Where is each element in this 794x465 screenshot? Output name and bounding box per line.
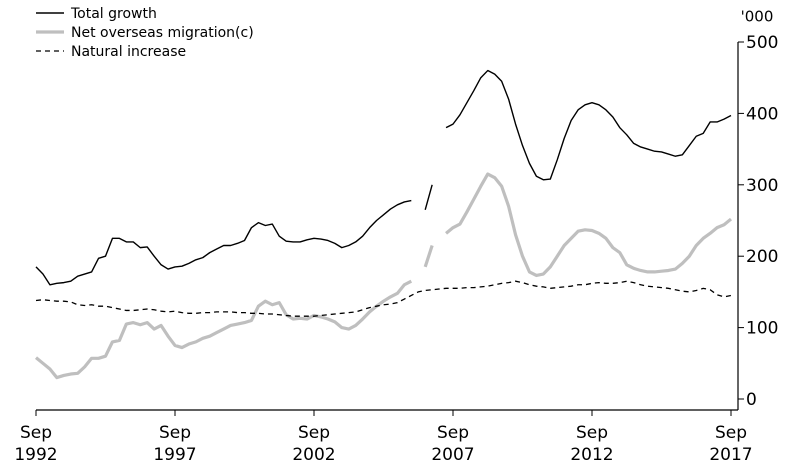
- x-tick-label: 1997: [153, 445, 196, 465]
- y-tick-label: 200: [746, 247, 778, 267]
- y-tick-label: 100: [746, 319, 778, 339]
- series-line: [34, 172, 733, 380]
- series-line: [35, 69, 732, 286]
- x-tick-label: Sep: [437, 423, 469, 443]
- legend-label: Total growth: [70, 6, 157, 22]
- y-tick-label: 0: [746, 390, 757, 410]
- x-tick-label: 1992: [14, 445, 57, 465]
- legend-label: Natural increase: [71, 44, 186, 60]
- x-tick-label: 2017: [709, 445, 752, 465]
- y-tick-label: 400: [746, 104, 778, 124]
- x-tick-label: 2002: [292, 445, 335, 465]
- legend-label: Net overseas migration(c): [71, 25, 254, 41]
- x-tick-label: 2012: [570, 445, 613, 465]
- x-tick-label: Sep: [20, 423, 52, 443]
- x-tick-label: Sep: [298, 423, 330, 443]
- y-tick-label: 500: [746, 33, 778, 53]
- x-tick-label: Sep: [715, 423, 747, 443]
- y-unit-label: '000: [741, 8, 774, 26]
- x-tick-label: Sep: [576, 423, 608, 443]
- y-tick-label: 300: [746, 176, 778, 196]
- series-line: [35, 280, 732, 317]
- x-tick-label: Sep: [159, 423, 191, 443]
- x-tick-label: 2007: [431, 445, 474, 465]
